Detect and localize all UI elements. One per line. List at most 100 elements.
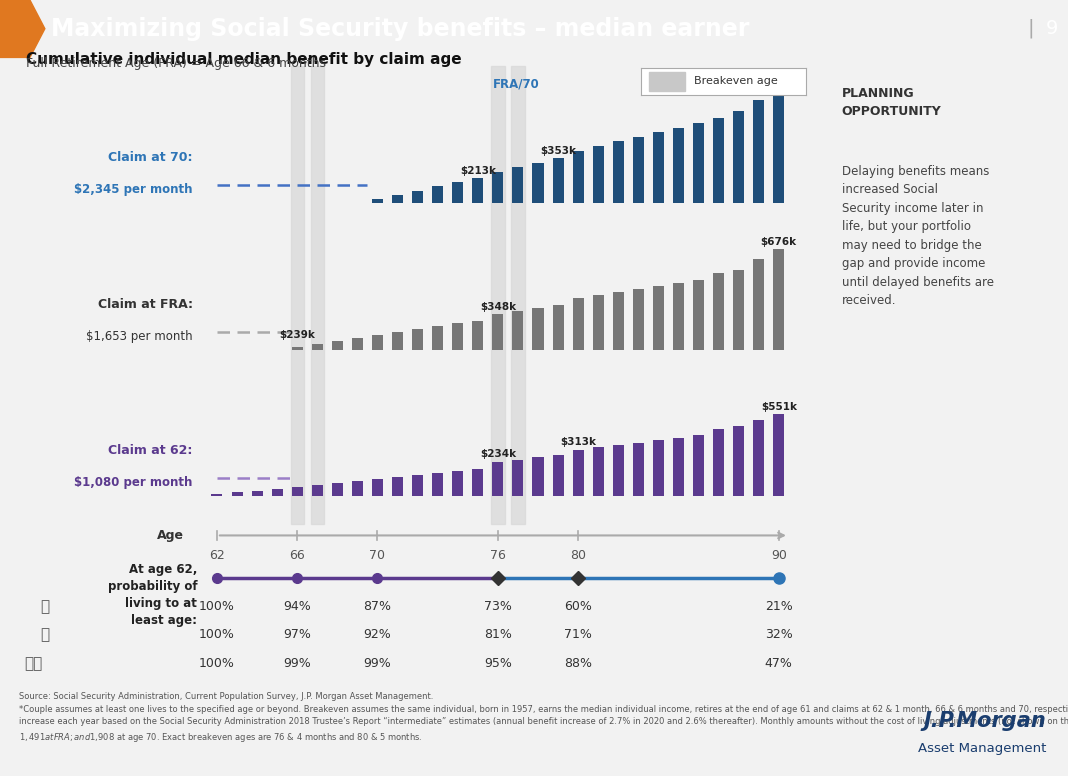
Bar [513, 167, 523, 203]
Bar [513, 459, 523, 497]
Bar [733, 426, 744, 497]
Text: 94%: 94% [283, 600, 311, 613]
Bar [392, 332, 403, 350]
Bar [653, 440, 664, 497]
Bar [733, 270, 744, 350]
Bar [613, 445, 624, 497]
Text: 97%: 97% [283, 629, 311, 642]
Bar [392, 477, 403, 497]
Text: $213k: $213k [460, 166, 496, 175]
Text: 92%: 92% [363, 629, 391, 642]
Text: 87%: 87% [363, 600, 392, 613]
Bar [433, 327, 443, 350]
Bar [773, 414, 784, 497]
Text: 71%: 71% [564, 629, 592, 642]
Bar [512, 66, 524, 524]
Bar [513, 311, 523, 350]
Bar [412, 329, 423, 350]
Bar [673, 438, 684, 497]
Text: probability of: probability of [108, 580, 198, 593]
Text: $234k: $234k [480, 449, 516, 459]
Text: 100%: 100% [199, 657, 235, 670]
Bar [312, 485, 323, 497]
Text: Breakeven age: Breakeven age [694, 77, 778, 86]
Bar [693, 280, 704, 350]
Text: PLANNING
OPPORTUNITY: PLANNING OPPORTUNITY [842, 87, 941, 118]
Text: $773k: $773k [760, 76, 797, 86]
Bar [332, 483, 343, 497]
Text: $551k: $551k [760, 402, 797, 412]
Bar [472, 178, 484, 203]
Bar [312, 344, 323, 350]
Bar [593, 448, 603, 497]
Bar [290, 66, 304, 524]
Bar [572, 151, 583, 203]
Bar [572, 450, 583, 497]
Bar [633, 289, 644, 350]
Bar [673, 127, 684, 203]
Bar [572, 298, 583, 350]
Bar [412, 475, 423, 497]
Bar [613, 292, 624, 350]
Bar [613, 141, 624, 203]
Text: Full Retirement Age (FRA) = Age 66 & 6 months: Full Retirement Age (FRA) = Age 66 & 6 m… [27, 57, 327, 70]
Bar [372, 335, 383, 350]
Bar [533, 457, 544, 497]
Text: $676k: $676k [760, 237, 797, 247]
Bar [713, 428, 724, 497]
Text: living to at: living to at [125, 597, 198, 610]
Bar [733, 111, 744, 203]
Bar [292, 347, 302, 350]
Text: Asset Management: Asset Management [917, 742, 1047, 755]
Text: J.P.Morgan: J.P.Morgan [924, 711, 1047, 731]
Bar [492, 462, 503, 497]
Bar [332, 341, 343, 350]
Text: |: | [1027, 19, 1034, 39]
Bar [372, 479, 383, 497]
Text: Claim at 62:: Claim at 62: [108, 444, 192, 457]
Bar [492, 171, 503, 203]
Bar [452, 182, 464, 203]
Bar [713, 273, 724, 350]
Bar [552, 455, 564, 497]
Text: Claim at FRA:: Claim at FRA: [98, 297, 192, 310]
Text: 32%: 32% [765, 629, 792, 642]
Bar [492, 314, 503, 350]
Bar [311, 66, 324, 524]
Text: ⚹⚹: ⚹⚹ [25, 656, 43, 671]
Text: least age:: least age: [131, 614, 198, 627]
Text: Source: Social Security Administration, Current Population Survey, J.P. Morgan A: Source: Social Security Administration, … [18, 692, 1068, 743]
Text: At age 62,: At age 62, [129, 563, 198, 577]
Bar [773, 249, 784, 350]
Text: 99%: 99% [283, 657, 311, 670]
Text: Maximizing Social Security benefits – median earner: Maximizing Social Security benefits – me… [51, 17, 750, 40]
Bar [693, 435, 704, 497]
Text: 88%: 88% [564, 657, 592, 670]
Text: $313k: $313k [560, 438, 596, 448]
Bar [753, 421, 765, 497]
Bar [753, 100, 765, 203]
Bar [292, 487, 302, 497]
Bar [713, 119, 724, 203]
Text: $239k: $239k [280, 330, 315, 340]
Bar [653, 132, 664, 203]
Bar [472, 320, 484, 350]
Text: 21%: 21% [765, 600, 792, 613]
Text: 100%: 100% [199, 600, 235, 613]
Bar [552, 158, 564, 203]
Bar [412, 191, 423, 203]
Bar [433, 473, 443, 497]
Bar [372, 199, 383, 203]
Text: Delaying benefits means
increased Social
Security income later in
life, but your: Delaying benefits means increased Social… [842, 165, 993, 307]
Bar [232, 493, 242, 497]
Bar [351, 338, 363, 350]
Bar [552, 306, 564, 350]
Text: 62: 62 [209, 549, 225, 563]
Bar [633, 442, 644, 497]
Bar [211, 494, 222, 497]
Text: Cumulative individual median benefit by claim age: Cumulative individual median benefit by … [27, 52, 462, 67]
Bar [533, 308, 544, 350]
Text: ⚹: ⚹ [41, 627, 50, 643]
Bar [753, 259, 765, 350]
Text: 9: 9 [1046, 19, 1058, 38]
